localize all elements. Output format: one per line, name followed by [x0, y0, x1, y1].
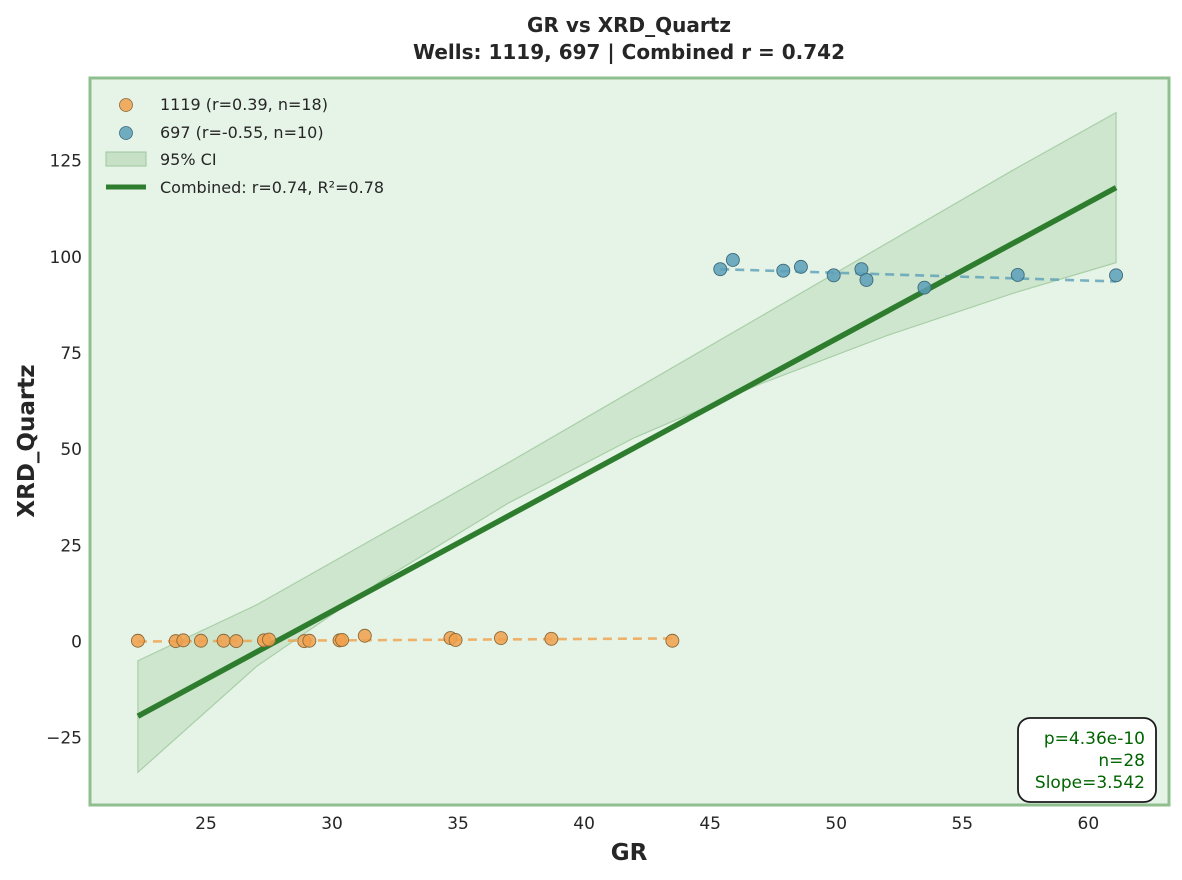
point-1119	[448, 633, 463, 647]
y-axis-ticks: −25 0 25 50 75 100 125	[46, 152, 82, 749]
x-tick-label: 45	[699, 814, 721, 834]
point-1119	[216, 633, 231, 648]
x-tick-label: 35	[447, 814, 469, 834]
legend-label-combined: Combined: r=0.74, R²=0.78	[160, 178, 384, 197]
point-1119	[229, 634, 244, 649]
x-tick-label: 30	[321, 814, 343, 834]
point-1119	[335, 633, 350, 647]
point-1119	[262, 632, 276, 647]
point-697	[713, 262, 728, 277]
point-1119	[130, 633, 145, 648]
x-tick-label: 50	[825, 814, 847, 834]
legend-marker-ci	[105, 151, 147, 167]
x-tick-label: 60	[1078, 814, 1100, 834]
point-697	[859, 272, 874, 287]
combined-fit-layer	[136, 185, 1118, 719]
chart-subtitle: Wells: 1119, 697 | Combined r = 0.742	[413, 40, 845, 64]
legend: 1119 (r=0.39, n=18) 697 (r=-0.55, n=10) …	[105, 95, 384, 197]
y-tick-label: 75	[60, 344, 82, 364]
point-1119	[302, 633, 317, 648]
legend-label-697: 697 (r=-0.55, n=10)	[160, 123, 324, 142]
stats-box: p=4.36e-10 n=28 Slope=3.542	[1017, 717, 1157, 803]
data-points-layer	[130, 252, 1124, 649]
point-1119	[544, 631, 559, 646]
point-1119	[357, 628, 372, 643]
y-tick-label: 125	[50, 152, 82, 172]
stats-n: n=28	[1098, 751, 1145, 771]
stats-box-frame	[1017, 717, 1157, 803]
point-1119	[493, 631, 508, 646]
combined-fit-line	[136, 185, 1118, 719]
x-tick-label: 55	[951, 814, 973, 834]
stats-slope: Slope=3.542	[1035, 773, 1145, 793]
point-697	[725, 252, 740, 267]
chart-title: GR vs XRD_Quartz	[527, 13, 731, 37]
y-tick-label: 0	[71, 633, 82, 653]
x-axis-label: GR	[611, 840, 648, 866]
point-697	[793, 259, 808, 274]
point-1119	[176, 633, 191, 648]
y-tick-label: 25	[60, 536, 82, 556]
legend-label-ci: 95% CI	[160, 150, 217, 169]
point-1119	[193, 633, 208, 648]
x-tick-label: 40	[573, 814, 595, 834]
y-tick-label: 100	[50, 248, 82, 268]
x-tick-label: 25	[195, 814, 217, 834]
y-axis-label: XRD_Quartz	[14, 364, 40, 517]
legend-marker-697	[119, 126, 133, 140]
stats-p-value: p=4.36e-10	[1044, 729, 1145, 749]
point-697	[776, 263, 791, 278]
plot-frame	[88, 76, 1171, 807]
x-axis-ticks: 25 30 35 40 45 50 55 60	[195, 814, 1099, 834]
y-tick-label: −25	[46, 729, 82, 749]
legend-marker-1119	[119, 98, 133, 112]
point-697	[826, 268, 841, 283]
point-697	[1010, 267, 1025, 282]
point-697	[917, 280, 932, 295]
point-1119	[665, 633, 680, 648]
legend-label-1119: 1119 (r=0.39, n=18)	[160, 95, 328, 114]
y-tick-label: 50	[60, 440, 82, 460]
point-697	[1109, 268, 1124, 283]
